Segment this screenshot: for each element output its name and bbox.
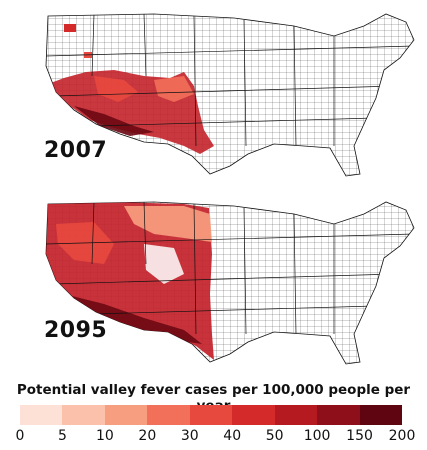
legend-swatch-0 (20, 405, 63, 425)
legend-tick-label: 100 (303, 428, 331, 444)
legend-tick-label: 200 (388, 428, 416, 444)
map-2007 (34, 6, 420, 178)
legend-color-bar (20, 405, 402, 425)
legend-swatch-1 (62, 405, 105, 425)
state-borders-2095 (46, 202, 414, 335)
legend-tick-label: 10 (95, 428, 114, 444)
map-2095 (34, 194, 420, 366)
legend-swatch-2 (104, 405, 148, 425)
legend-tick-label: 150 (346, 428, 373, 444)
legend-swatch-5 (232, 405, 275, 425)
legend-tick-label: 30 (180, 428, 199, 444)
legend-swatch-8 (359, 405, 402, 425)
legend-tick-label: 20 (138, 428, 157, 444)
year-label-2095: 2095 (44, 318, 108, 343)
legend-swatch-4 (189, 405, 233, 425)
legend-swatch-7 (317, 405, 360, 425)
legend-swatch-6 (274, 405, 318, 425)
legend-tick-label: 5 (57, 428, 67, 444)
state-borders-2007 (46, 14, 414, 147)
risk-area-2007 (48, 24, 214, 154)
legend-tick-label: 0 (15, 428, 25, 444)
year-label-2007: 2007 (44, 138, 108, 163)
legend-tick-label: 50 (265, 428, 284, 444)
legend-ticks: 0 5 10 20 30 40 50 100 150 200 (16, 428, 416, 446)
legend-swatch-3 (147, 405, 190, 425)
legend-tick-label: 40 (223, 428, 242, 444)
